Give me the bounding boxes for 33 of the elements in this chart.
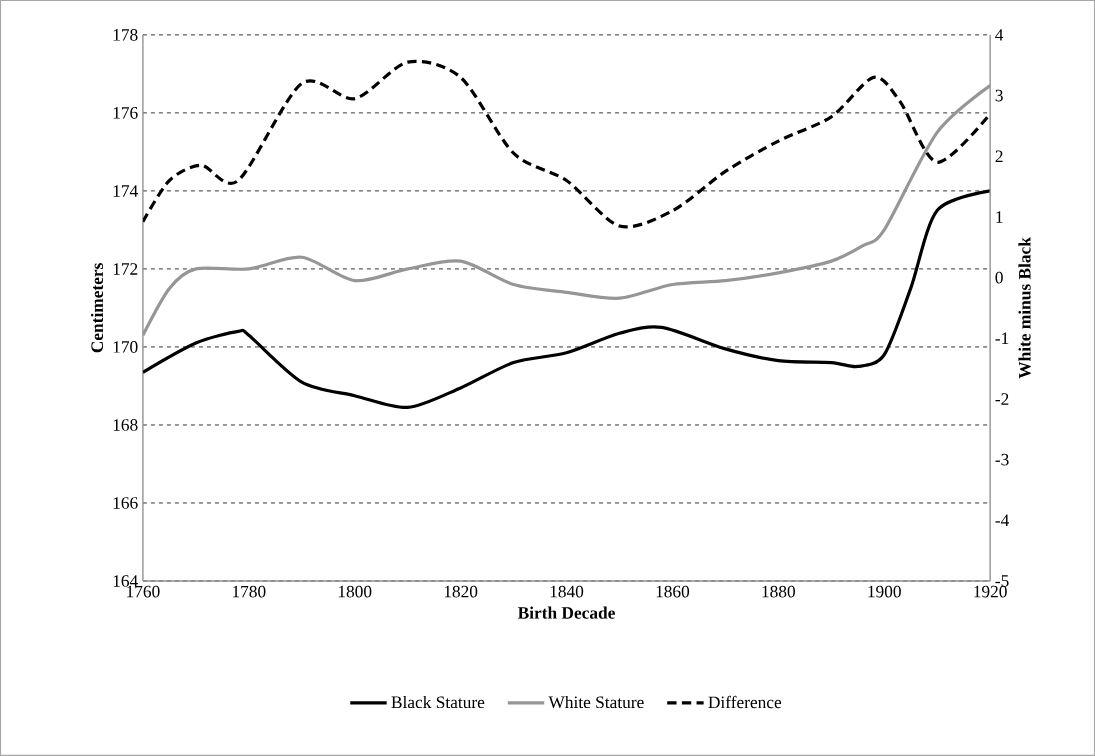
x-tick-label: 1800 bbox=[338, 585, 372, 598]
y-tick-label: 174 bbox=[113, 185, 138, 197]
y2-tick-label: 0 bbox=[995, 271, 1003, 284]
y2-tick-label: -1 bbox=[995, 332, 1009, 345]
y2-tick-label: 4 bbox=[995, 29, 1004, 41]
x-tick-label: 1900 bbox=[868, 585, 901, 598]
legend-label: Black Stature bbox=[391, 695, 485, 709]
y2-tick-label: -2 bbox=[995, 393, 1009, 405]
x-tick-label: 1880 bbox=[762, 585, 795, 598]
y2-axis-title: White minus Black bbox=[1018, 237, 1031, 379]
y-tick-label: 176 bbox=[113, 107, 138, 119]
x-tick-label: 1760 bbox=[127, 585, 160, 598]
legend-label: Difference bbox=[708, 695, 782, 709]
y-tick-label: 178 bbox=[113, 29, 138, 41]
y-tick-label: 168 bbox=[113, 419, 138, 431]
y2-tick-label: 2 bbox=[995, 150, 1003, 163]
x-tick-label: 1920 bbox=[974, 585, 1007, 598]
x-axis-title: Birth Decade bbox=[517, 606, 615, 619]
y-axis-title: Centimeters bbox=[90, 263, 104, 353]
y-tick-label: 170 bbox=[113, 341, 138, 353]
legend-label: White Stature bbox=[548, 695, 644, 709]
y-tick-label: 164 bbox=[113, 575, 138, 587]
y-tick-label: 172 bbox=[113, 263, 138, 275]
x-tick-label: 1820 bbox=[444, 585, 478, 598]
x-tick-label: 1840 bbox=[550, 585, 584, 598]
y2-tick-label: -3 bbox=[995, 453, 1009, 466]
x-tick-label: 1780 bbox=[233, 585, 266, 598]
y2-tick-label: 3 bbox=[995, 89, 1003, 102]
y-tick-label: 166 bbox=[113, 497, 138, 509]
x-tick-label: 1860 bbox=[656, 585, 690, 598]
y2-tick-label: 1 bbox=[996, 211, 1003, 223]
y2-tick-label: -4 bbox=[995, 514, 1010, 527]
y2-tick-label: -5 bbox=[995, 575, 1009, 587]
